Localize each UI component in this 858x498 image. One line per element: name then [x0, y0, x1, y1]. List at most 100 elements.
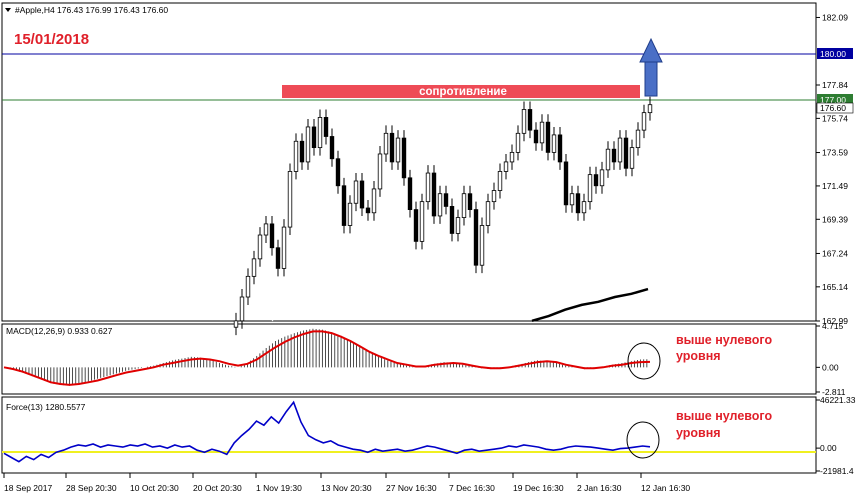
- macd-tick-label: 4.715: [822, 321, 844, 331]
- candle-body: [647, 104, 653, 114]
- candles: [233, 96, 653, 336]
- macd-highlight-circle: [627, 342, 661, 380]
- candle-body: [503, 161, 509, 172]
- candle-body: [641, 112, 647, 131]
- candle-body: [431, 172, 437, 217]
- candle-body: [371, 188, 377, 214]
- date-title: 15/01/2018: [14, 31, 89, 48]
- candle-body: [311, 126, 317, 149]
- ma-fast-path: [271, 135, 649, 322]
- candle-body: [629, 147, 635, 169]
- candle-body: [347, 202, 353, 226]
- candle-body: [413, 209, 419, 242]
- price-panel: [1, 2, 817, 322]
- candle-body: [293, 140, 299, 172]
- time-tick-label: 2 Jan 16:30: [577, 483, 622, 493]
- candle-body: [365, 207, 371, 214]
- candle-body: [491, 190, 497, 203]
- candle-body: [533, 129, 539, 144]
- macd-tick-label: 0.00: [822, 362, 839, 372]
- ma-slow-line: [531, 287, 649, 323]
- candle-body: [305, 126, 311, 163]
- candle-body: [527, 109, 533, 131]
- force-header: Force(13) 1280.5577: [6, 402, 86, 412]
- candle-body: [449, 206, 455, 234]
- candle-body: [617, 137, 623, 163]
- candle-body: [437, 193, 443, 217]
- time-tick-label: 19 Dec 16:30: [513, 483, 564, 493]
- price-tick-label: 162.99: [822, 316, 848, 326]
- force-axis: 46221.33 0.00 -21981.4: [816, 395, 856, 476]
- candle-body: [479, 225, 485, 266]
- candle-body: [569, 193, 575, 206]
- ma-fast-line: [271, 135, 649, 322]
- level-177-tag: 177.00: [817, 94, 853, 105]
- price-tick-label: 169.39: [822, 214, 848, 224]
- time-tick-label: 10 Oct 20:30: [130, 483, 179, 493]
- candle-body: [521, 109, 527, 134]
- candle-body: [245, 275, 251, 298]
- candle-body: [251, 258, 257, 277]
- force-tick-label: 0.00: [820, 443, 837, 453]
- candle-body: [425, 172, 431, 203]
- price-tick-label: 175.74: [822, 113, 848, 123]
- candle-body: [389, 132, 395, 163]
- candle-body: [545, 121, 551, 153]
- time-tick-label: 13 Nov 20:30: [321, 483, 372, 493]
- time-tick-label: 27 Nov 16:30: [386, 483, 437, 493]
- candle-body: [485, 201, 491, 226]
- candle-body: [239, 296, 245, 322]
- time-axis: 18 Sep 2017 28 Sep 20:30 10 Oct 20:30 20 Oc…: [3, 473, 690, 493]
- time-tick-label: 7 Dec 16:30: [449, 483, 495, 493]
- price-tick-label: 167.24: [822, 248, 848, 258]
- macd-header: MACD(12,26,9) 0.933 0.627: [6, 326, 113, 336]
- candle-body: [581, 201, 587, 214]
- force-line: [3, 400, 651, 463]
- candle-body: [461, 193, 467, 218]
- macd-note-line2: уровня: [676, 349, 721, 363]
- candle-body: [557, 134, 563, 163]
- price-tick-label: 177.84: [822, 80, 848, 90]
- candle-body: [407, 177, 413, 210]
- macd-tick-label: -2.811: [822, 387, 846, 397]
- svg-text:176.60: 176.60: [820, 103, 846, 113]
- force-note-line2: уровня: [676, 426, 721, 440]
- candle-body: [539, 121, 545, 144]
- candle-body: [611, 148, 617, 163]
- resistance-label: сопротивление: [419, 86, 507, 98]
- force-note-line1: выше нулевого: [676, 409, 772, 423]
- candle-body: [353, 180, 359, 204]
- price-tick-label: 171.49: [822, 181, 848, 191]
- svg-text:180.00: 180.00: [820, 49, 846, 59]
- price-tick-label: 165.14: [822, 282, 848, 292]
- candle-body: [599, 169, 605, 187]
- last-price-tag: 176.60: [816, 102, 854, 114]
- price-axis: 182.09 177.84 175.74 173.59 171.49 169.39 167.…: [816, 12, 848, 326]
- force-tick-label: -21981.4: [820, 466, 854, 476]
- price-tick-label: 182.09: [822, 12, 848, 22]
- time-tick-label: 18 Sep 2017: [4, 483, 52, 493]
- candle-body: [395, 137, 401, 163]
- candle-body: [281, 226, 287, 269]
- candle-body: [383, 132, 389, 155]
- time-tick-label: 20 Oct 20:30: [193, 483, 242, 493]
- macd-signal-path: [3, 330, 651, 386]
- candle-body: [551, 134, 557, 153]
- candle-body: [587, 174, 593, 203]
- candle-body: [359, 180, 365, 209]
- arrow-up-icon: [639, 37, 663, 97]
- candle-body: [443, 193, 449, 207]
- force-tick-label: 46221.33: [820, 395, 856, 405]
- candle-body: [335, 158, 341, 187]
- macd-panel: [1, 323, 817, 395]
- candle-body: [593, 174, 599, 187]
- force-highlight-circle: [626, 421, 660, 459]
- time-tick-label: 28 Sep 20:30: [66, 483, 117, 493]
- candle-body: [341, 185, 347, 226]
- candle-body: [257, 234, 263, 260]
- level-180-tag: 180.00: [817, 48, 853, 59]
- candle-body: [275, 247, 281, 269]
- menu-triangle-icon[interactable]: [5, 8, 11, 12]
- candle-body: [623, 137, 629, 169]
